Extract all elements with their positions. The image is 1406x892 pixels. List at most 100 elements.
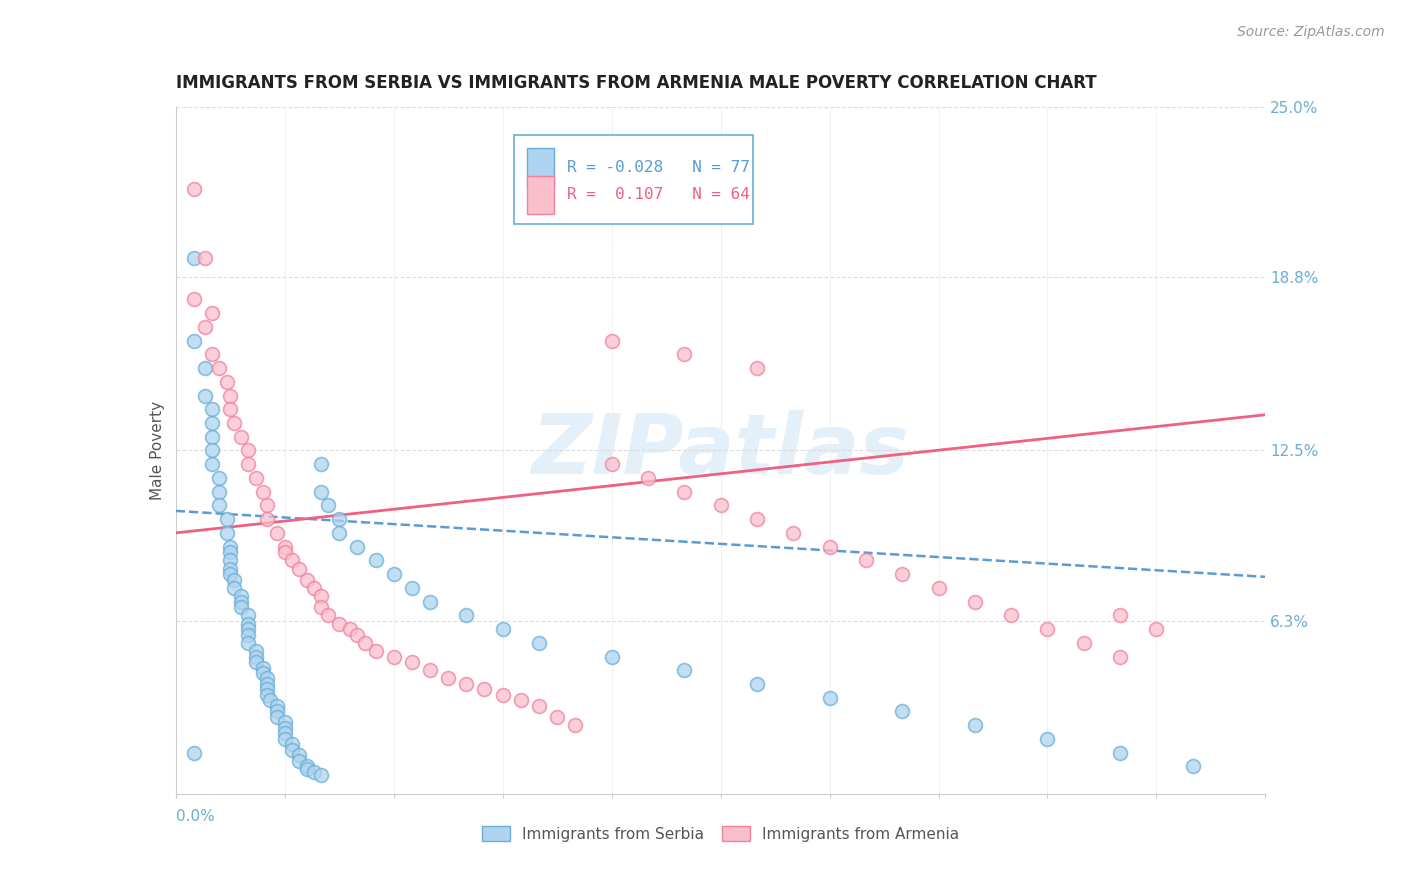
- Point: [309, 457, 332, 471]
- Point: [818, 690, 841, 705]
- FancyBboxPatch shape: [527, 148, 554, 186]
- Point: [256, 499, 278, 513]
- Point: [1036, 731, 1059, 746]
- Point: [238, 608, 260, 623]
- Point: [302, 764, 325, 779]
- Point: [201, 347, 224, 361]
- Point: [855, 553, 877, 567]
- Point: [328, 525, 350, 540]
- Point: [238, 627, 260, 641]
- Point: [456, 608, 478, 623]
- Point: [1073, 636, 1095, 650]
- Point: [963, 594, 986, 608]
- Point: [245, 649, 267, 664]
- Point: [256, 682, 278, 697]
- Point: [274, 545, 297, 559]
- Point: [492, 622, 515, 636]
- Point: [309, 484, 332, 499]
- Point: [401, 655, 423, 669]
- Point: [183, 334, 205, 348]
- Point: [266, 698, 288, 713]
- Point: [456, 677, 478, 691]
- Point: [256, 688, 278, 702]
- Point: [492, 688, 515, 702]
- Point: [201, 457, 224, 471]
- Point: [710, 499, 733, 513]
- Point: [194, 388, 217, 402]
- Point: [266, 525, 288, 540]
- Point: [318, 499, 340, 513]
- Point: [266, 705, 288, 719]
- Point: [252, 665, 274, 680]
- Point: [437, 672, 460, 686]
- Point: [419, 663, 441, 677]
- Point: [183, 293, 205, 307]
- Point: [328, 512, 350, 526]
- Point: [818, 540, 841, 554]
- Point: [245, 655, 267, 669]
- Point: [364, 553, 387, 567]
- Point: [1109, 649, 1132, 664]
- Point: [252, 660, 274, 674]
- Point: [673, 347, 696, 361]
- Legend: Immigrants from Serbia, Immigrants from Armenia: Immigrants from Serbia, Immigrants from …: [477, 821, 965, 848]
- Text: R = -0.028   N = 77: R = -0.028 N = 77: [567, 160, 749, 175]
- Point: [274, 726, 297, 740]
- FancyBboxPatch shape: [513, 135, 754, 224]
- Point: [963, 718, 986, 732]
- Text: ZIPatlas: ZIPatlas: [531, 410, 910, 491]
- Point: [928, 581, 950, 595]
- Point: [238, 443, 260, 458]
- Point: [201, 402, 224, 417]
- Point: [1036, 622, 1059, 636]
- Point: [222, 581, 245, 595]
- Point: [891, 705, 914, 719]
- Point: [219, 553, 242, 567]
- Point: [891, 567, 914, 582]
- Point: [288, 754, 311, 768]
- Point: [474, 682, 496, 697]
- Point: [238, 616, 260, 631]
- Point: [201, 430, 224, 444]
- Point: [274, 731, 297, 746]
- Point: [256, 512, 278, 526]
- Point: [208, 484, 231, 499]
- Point: [527, 698, 550, 713]
- Point: [295, 762, 318, 776]
- Point: [364, 644, 387, 658]
- Point: [782, 525, 804, 540]
- Point: [309, 600, 332, 615]
- Point: [219, 388, 242, 402]
- Point: [401, 581, 423, 595]
- Point: [382, 649, 405, 664]
- Point: [274, 721, 297, 735]
- Point: [252, 484, 274, 499]
- Point: [231, 589, 253, 603]
- Text: 0.0%: 0.0%: [176, 809, 215, 824]
- Point: [222, 573, 245, 587]
- Point: [1000, 608, 1022, 623]
- Point: [238, 622, 260, 636]
- Point: [419, 594, 441, 608]
- Point: [194, 361, 217, 376]
- Point: [201, 416, 224, 430]
- Point: [288, 748, 311, 763]
- Point: [194, 251, 217, 265]
- Point: [183, 251, 205, 265]
- Point: [339, 622, 361, 636]
- Point: [346, 627, 368, 641]
- Y-axis label: Male Poverty: Male Poverty: [149, 401, 165, 500]
- Point: [238, 457, 260, 471]
- Point: [201, 306, 224, 320]
- Point: [288, 561, 311, 575]
- Text: IMMIGRANTS FROM SERBIA VS IMMIGRANTS FROM ARMENIA MALE POVERTY CORRELATION CHART: IMMIGRANTS FROM SERBIA VS IMMIGRANTS FRO…: [176, 74, 1097, 92]
- Point: [266, 710, 288, 724]
- Point: [201, 443, 224, 458]
- Point: [274, 540, 297, 554]
- Point: [215, 525, 238, 540]
- Point: [600, 457, 623, 471]
- Point: [281, 743, 304, 757]
- Text: Source: ZipAtlas.com: Source: ZipAtlas.com: [1237, 25, 1385, 39]
- Point: [208, 499, 231, 513]
- Point: [219, 561, 242, 575]
